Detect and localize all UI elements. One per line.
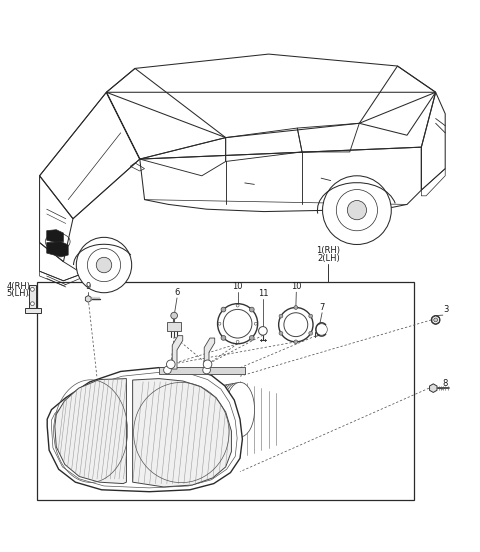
Circle shape [221, 336, 226, 340]
Circle shape [309, 331, 312, 335]
Text: 2(LH): 2(LH) [317, 253, 340, 263]
Polygon shape [172, 336, 183, 369]
Circle shape [348, 200, 367, 220]
Circle shape [336, 189, 378, 231]
Polygon shape [168, 322, 181, 331]
Text: 4(RH): 4(RH) [6, 282, 30, 291]
Text: 6: 6 [174, 288, 180, 297]
Circle shape [279, 314, 283, 318]
Circle shape [279, 331, 283, 335]
Circle shape [294, 340, 298, 344]
Circle shape [171, 312, 178, 319]
Text: 11: 11 [258, 289, 268, 298]
Polygon shape [204, 338, 215, 369]
Polygon shape [132, 379, 231, 487]
Circle shape [96, 257, 112, 273]
Text: 7: 7 [319, 303, 325, 312]
Circle shape [31, 288, 34, 291]
Text: 9: 9 [85, 282, 91, 291]
Polygon shape [29, 285, 36, 309]
Ellipse shape [214, 385, 233, 434]
Circle shape [279, 307, 313, 342]
Text: 8: 8 [443, 379, 448, 388]
Ellipse shape [219, 384, 242, 435]
Polygon shape [159, 367, 245, 374]
Circle shape [87, 248, 120, 282]
Polygon shape [47, 242, 68, 257]
Ellipse shape [207, 387, 220, 432]
Ellipse shape [209, 386, 225, 433]
Polygon shape [47, 368, 242, 492]
Circle shape [250, 336, 254, 340]
Circle shape [31, 302, 34, 306]
Bar [37, 282, 414, 500]
Text: 1(RH): 1(RH) [316, 246, 340, 254]
Circle shape [167, 360, 175, 369]
Polygon shape [25, 309, 40, 313]
Circle shape [250, 307, 254, 312]
Ellipse shape [226, 383, 254, 437]
Circle shape [432, 316, 440, 324]
Circle shape [76, 237, 132, 293]
Polygon shape [85, 295, 91, 302]
Circle shape [294, 306, 298, 310]
Circle shape [259, 327, 267, 335]
Text: 10: 10 [232, 282, 243, 291]
Ellipse shape [221, 384, 246, 436]
Circle shape [164, 366, 171, 374]
Circle shape [221, 307, 226, 312]
Circle shape [203, 360, 212, 369]
Circle shape [323, 176, 391, 245]
Text: 5(LH): 5(LH) [6, 289, 29, 299]
Text: 3: 3 [443, 305, 448, 314]
Circle shape [203, 366, 210, 374]
Ellipse shape [223, 383, 250, 437]
Text: 10: 10 [291, 282, 301, 291]
Polygon shape [55, 379, 126, 484]
Ellipse shape [212, 386, 229, 433]
Circle shape [316, 323, 327, 335]
Polygon shape [47, 230, 63, 242]
Circle shape [217, 304, 258, 344]
Polygon shape [430, 384, 437, 392]
Circle shape [309, 314, 312, 318]
Ellipse shape [216, 385, 238, 434]
Circle shape [434, 318, 438, 322]
